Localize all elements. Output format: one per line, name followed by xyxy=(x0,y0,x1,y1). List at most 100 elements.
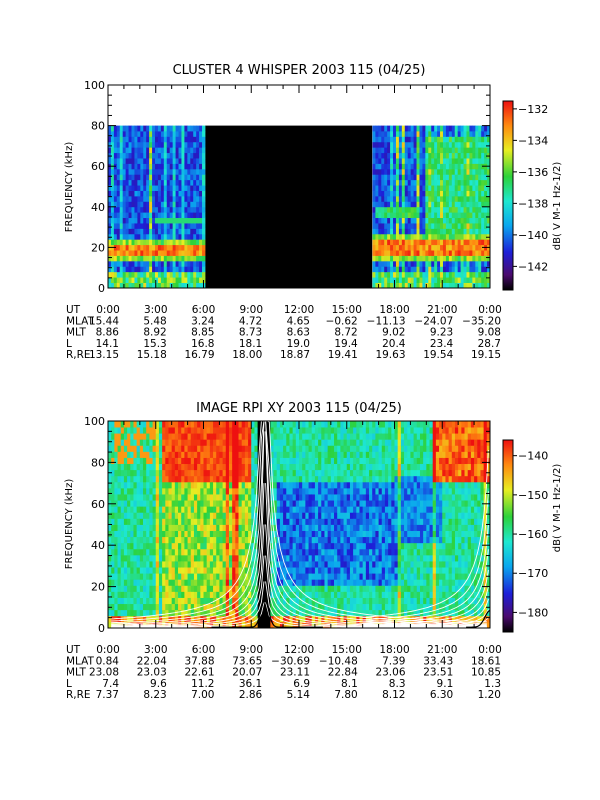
spectrogram-cell xyxy=(425,206,429,213)
spectrogram-cell xyxy=(190,158,194,164)
spectrogram-cell xyxy=(232,439,236,446)
spectrogram-cell xyxy=(149,542,153,550)
spectrogram-cell xyxy=(178,603,182,611)
spectrogram-cell xyxy=(168,506,173,513)
colorbar-gradient xyxy=(502,100,514,291)
spectrogram-cell xyxy=(487,212,491,219)
spectrogram-cell xyxy=(108,451,112,458)
spectrogram-cell xyxy=(346,487,351,495)
spectrogram-cell xyxy=(197,475,201,483)
spectrogram-cell xyxy=(286,439,290,446)
spectrogram-cell xyxy=(149,244,153,251)
spectrogram-cell xyxy=(125,147,129,154)
spectrogram-cell xyxy=(353,579,357,586)
spectrogram-cell xyxy=(267,621,271,629)
spectrogram-cell xyxy=(216,536,220,544)
spectrogram-cell xyxy=(308,530,313,538)
spectrogram-cell xyxy=(353,603,357,611)
spectrogram-cell xyxy=(134,185,138,191)
spectrogram-cell xyxy=(143,141,147,148)
spectrogram-cell xyxy=(193,421,198,428)
spectrogram-cell xyxy=(299,609,303,617)
spectrogram-cell xyxy=(353,561,357,568)
spectrogram-cell xyxy=(155,554,160,562)
spectrogram-cell xyxy=(390,141,394,148)
spectrogram-cell xyxy=(168,597,173,605)
spectrogram-cell xyxy=(372,271,376,278)
spectrogram-cell xyxy=(139,518,144,525)
spectrogram-cell xyxy=(232,469,236,477)
spectrogram-cell xyxy=(445,174,450,181)
spectrogram-cell xyxy=(143,195,147,202)
spectrogram-cell xyxy=(381,250,385,256)
spectrogram-cell xyxy=(327,542,332,550)
spectrogram-cell xyxy=(178,506,182,513)
spectrogram-cell xyxy=(206,548,211,556)
spectrogram-cell xyxy=(404,244,409,251)
spectrogram-cell xyxy=(390,185,394,191)
spectrogram-cell xyxy=(125,255,129,262)
spectrogram-cell xyxy=(484,239,488,246)
spectrogram-cell xyxy=(260,621,265,629)
spectrogram-cell xyxy=(114,585,118,592)
spectrogram-cell xyxy=(334,445,338,452)
spectrogram-cell xyxy=(178,163,182,170)
spectrogram-cell xyxy=(155,615,160,623)
spectrogram-cell xyxy=(387,163,391,170)
spectrogram-cell xyxy=(238,603,243,611)
spectrogram-cell xyxy=(330,475,335,483)
spectrogram-cell xyxy=(213,591,217,598)
spectrogram-cell xyxy=(193,147,197,154)
spectrogram-cell xyxy=(175,131,179,137)
spectrogram-cell xyxy=(146,250,150,256)
spectrogram-cell xyxy=(318,579,322,586)
spectrogram-cell xyxy=(110,228,115,235)
spectrogram-cell xyxy=(199,179,203,186)
spectrogram-cell xyxy=(222,487,227,495)
spectrogram-cell xyxy=(286,512,290,519)
spectrogram-cell xyxy=(110,212,115,219)
spectrogram-cell xyxy=(168,463,173,471)
spectrogram-cell xyxy=(384,223,388,229)
spectrogram-cell xyxy=(187,615,192,623)
spectrogram-cell xyxy=(209,451,214,458)
ephemeris-value: 15:00 xyxy=(332,304,362,316)
spectrogram-cell xyxy=(209,524,214,531)
spectrogram-cell xyxy=(395,174,400,181)
spectrogram-cell xyxy=(143,255,147,262)
spectrogram-cell xyxy=(225,487,230,495)
spectrogram-cell xyxy=(375,131,379,137)
spectrogram-cell xyxy=(113,239,118,246)
spectrogram-cell xyxy=(324,561,329,568)
spectrogram-cell xyxy=(160,260,165,267)
spectrogram-cell xyxy=(202,212,206,219)
spectrogram-cell xyxy=(128,185,132,191)
spectrogram-cell xyxy=(401,185,406,191)
spectrogram-cell xyxy=(117,463,122,471)
spectrogram-cell xyxy=(327,548,332,556)
spectrogram-cell xyxy=(137,255,141,262)
spectrogram-cell xyxy=(454,174,459,181)
spectrogram-cell xyxy=(442,163,447,170)
spectrogram-cell xyxy=(469,158,473,164)
spectrogram-cell xyxy=(178,223,182,229)
spectrogram-cell xyxy=(241,591,246,598)
spectrogram-cell xyxy=(238,579,243,586)
spectrogram-cell xyxy=(451,125,456,132)
spectrogram-cell xyxy=(149,125,153,132)
spectrogram-cell xyxy=(108,554,112,562)
spectrogram-cell xyxy=(413,125,417,132)
spectrogram-cell xyxy=(295,506,300,513)
spectrogram-cell xyxy=(108,141,112,148)
spectrogram-cell xyxy=(143,147,147,154)
spectrogram-cell xyxy=(165,445,169,452)
spectrogram-cell xyxy=(165,500,169,507)
spectrogram-cell xyxy=(152,179,156,186)
spectrogram-cell xyxy=(209,548,214,556)
spectrogram-cell xyxy=(199,271,203,278)
spectrogram-cell xyxy=(108,271,112,278)
spectrogram-cell xyxy=(149,481,153,489)
spectrogram-cell xyxy=(283,591,287,598)
spectrogram-cell xyxy=(200,445,204,452)
